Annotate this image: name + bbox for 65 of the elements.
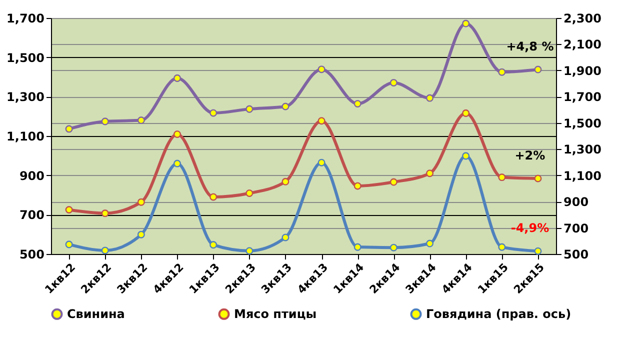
- y2-tick-label: 1,300: [564, 142, 602, 157]
- point: [390, 244, 398, 252]
- point: [101, 210, 109, 218]
- legend-label: Мясо птицы: [234, 307, 317, 322]
- point: [282, 178, 290, 186]
- y-tick-label: 700: [19, 208, 44, 222]
- y-tick-label: 1,500: [6, 50, 44, 65]
- y2-tick-label: 1,100: [564, 168, 602, 183]
- point: [282, 102, 290, 110]
- point: [498, 243, 506, 251]
- point: [101, 246, 109, 254]
- y2-tick-label: 700: [564, 221, 589, 236]
- point: [173, 74, 182, 82]
- point: [101, 118, 109, 126]
- point: [173, 130, 182, 138]
- point: [534, 66, 542, 74]
- point: [498, 174, 506, 182]
- point: [318, 158, 326, 166]
- y-tick-label: 1,300: [6, 90, 44, 104]
- point: [390, 78, 398, 86]
- point: [354, 100, 362, 108]
- y2-tick-label: 2,300: [564, 12, 602, 26]
- point: [246, 105, 254, 113]
- point: [390, 178, 398, 186]
- point: [462, 152, 470, 160]
- point: [426, 240, 434, 248]
- y2-tick-label: 900: [564, 195, 589, 210]
- annotation: -4,9%: [510, 221, 550, 236]
- point: [318, 66, 326, 74]
- y-tick-label: 900: [19, 168, 44, 183]
- point: [210, 241, 218, 249]
- point: [498, 68, 506, 76]
- point: [354, 243, 362, 251]
- point: [210, 193, 218, 201]
- y-tick-label: 1,100: [6, 130, 44, 144]
- y2-tick-label: 1,500: [564, 116, 602, 130]
- annotation: +2%: [514, 148, 546, 162]
- point: [137, 230, 145, 238]
- annotation: +4,8 %: [506, 40, 554, 54]
- point: [462, 20, 470, 28]
- point: [65, 125, 73, 133]
- point: [65, 206, 73, 214]
- y2-tick-label: 1,900: [564, 64, 602, 78]
- point: [534, 174, 542, 182]
- point: [210, 109, 218, 117]
- legend-label: Свинина: [67, 307, 125, 322]
- y-tick-label: 1,700: [6, 12, 44, 26]
- y-tick-label: 500: [19, 248, 44, 262]
- point: [426, 170, 434, 178]
- y2-tick-label: 500: [564, 248, 589, 262]
- point: [318, 117, 326, 125]
- point: [462, 109, 470, 117]
- point: [173, 160, 182, 168]
- y2-tick-label: 1,700: [564, 90, 602, 104]
- point: [426, 94, 434, 102]
- point: [137, 116, 145, 124]
- y2-tick-label: 2,100: [564, 38, 602, 52]
- point: [282, 234, 290, 242]
- point: [354, 182, 362, 190]
- point: [534, 247, 542, 255]
- point: [65, 240, 73, 248]
- point: [137, 198, 145, 206]
- legend-label: Говядина (прав. ось): [426, 307, 572, 322]
- point: [246, 247, 254, 255]
- point: [246, 189, 254, 197]
